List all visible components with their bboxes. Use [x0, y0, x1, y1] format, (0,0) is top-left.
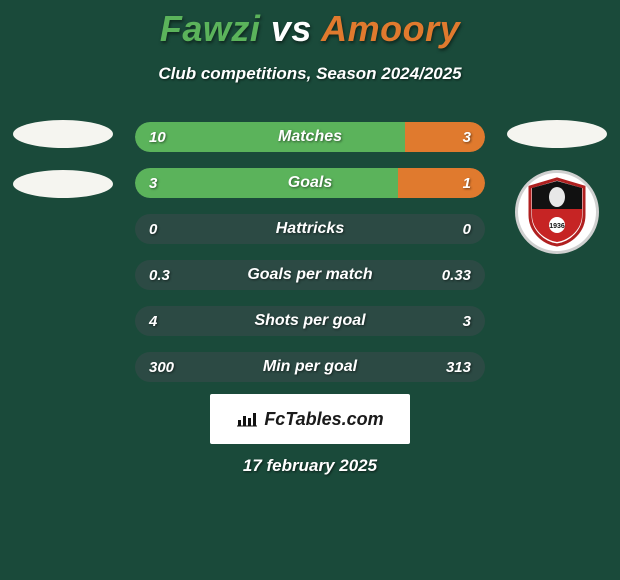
stat-label: Shots per goal — [135, 312, 485, 330]
stats-table: 10Matches33Goals10Hattricks00.3Goals per… — [135, 122, 485, 398]
title-player-right: Amoory — [321, 8, 460, 49]
right-badges: 1936 — [502, 120, 612, 254]
stat-label: Hattricks — [135, 220, 485, 238]
stat-row: 0.3Goals per match0.33 — [135, 260, 485, 290]
brand-badge: FcTables.com — [210, 394, 410, 444]
brand-text: FcTables.com — [264, 409, 383, 430]
stat-row: 10Matches3 — [135, 122, 485, 152]
stat-value-right: 3 — [463, 313, 471, 330]
club-year: 1936 — [549, 223, 565, 230]
player-left-photo-placeholder — [13, 120, 113, 148]
stat-label: Min per goal — [135, 358, 485, 376]
stat-row: 300Min per goal313 — [135, 352, 485, 382]
club-right-badge: 1936 — [515, 170, 599, 254]
stat-label: Goals per match — [135, 266, 485, 284]
stat-value-right: 0 — [463, 221, 471, 238]
stat-label: Goals — [135, 174, 485, 192]
shield-icon: 1936 — [526, 177, 588, 247]
stat-row: 4Shots per goal3 — [135, 306, 485, 336]
stat-value-right: 1 — [463, 175, 471, 192]
chart-icon — [236, 410, 258, 428]
stat-value-right: 0.33 — [442, 267, 471, 284]
page-title: Fawzi vs Amoory — [0, 0, 620, 50]
footer-date: 17 february 2025 — [0, 456, 620, 476]
subtitle: Club competitions, Season 2024/2025 — [0, 64, 620, 84]
left-badges — [8, 120, 118, 220]
comparison-card: Fawzi vs Amoory Club competitions, Seaso… — [0, 0, 620, 580]
stat-value-right: 3 — [463, 129, 471, 146]
stat-value-right: 313 — [446, 359, 471, 376]
stat-row: 3Goals1 — [135, 168, 485, 198]
title-player-left: Fawzi — [160, 8, 261, 49]
stat-label: Matches — [135, 128, 485, 146]
stat-row: 0Hattricks0 — [135, 214, 485, 244]
player-right-photo-placeholder — [507, 120, 607, 148]
title-vs: vs — [271, 8, 312, 49]
club-left-badge-placeholder — [13, 170, 113, 198]
